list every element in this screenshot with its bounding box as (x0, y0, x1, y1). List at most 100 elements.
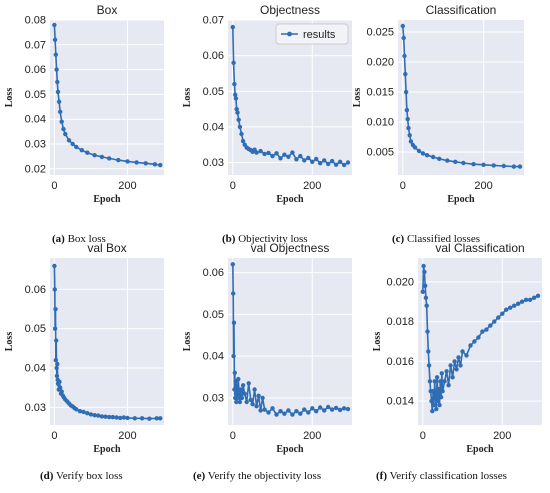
data-point (456, 355, 461, 360)
data-point (252, 387, 257, 392)
data-point (55, 79, 60, 85)
chart-1: 0.02 0.03 0.04 0.05 0.06 0.07 0.08 0 200 Box Epoch… (4, 3, 164, 205)
data-point (121, 415, 127, 420)
data-point (444, 369, 449, 374)
data-point (408, 139, 414, 144)
data-point (425, 329, 430, 334)
x-tick-label: 0 (400, 180, 406, 192)
data-point (318, 405, 323, 410)
data-point (52, 326, 58, 331)
data-point (329, 158, 335, 164)
data-point (92, 413, 97, 418)
data-point (54, 365, 59, 371)
data-point (54, 67, 59, 72)
data-point (460, 349, 465, 354)
data-point (290, 412, 295, 417)
data-point (54, 338, 59, 343)
y-tick-label: 0.07 (25, 39, 46, 51)
y-tick-label: 0.03 (203, 157, 224, 169)
data-point (484, 327, 489, 332)
data-point (310, 159, 315, 164)
data-point (250, 401, 255, 407)
x-axis-label: Epoch (276, 444, 304, 455)
data-point (236, 391, 242, 396)
data-point (322, 158, 327, 163)
data-point (53, 52, 58, 57)
data-point (258, 408, 263, 413)
data-point (125, 159, 130, 164)
x-tick-label: 0 (230, 180, 236, 192)
y-tick-label: 0.020 (386, 276, 414, 288)
data-point (152, 162, 158, 167)
data-point (85, 150, 90, 155)
caption-c-text: Classified losses (406, 233, 480, 245)
x-tick-label: 0 (420, 430, 426, 442)
data-point (432, 379, 437, 384)
data-point (158, 416, 163, 421)
data-point (237, 124, 243, 130)
data-point (446, 383, 451, 388)
data-point (527, 297, 533, 302)
caption-a-label: (a) (52, 233, 65, 245)
data-point (239, 131, 244, 137)
data-point (266, 150, 271, 156)
data-point (516, 301, 521, 306)
data-point (517, 164, 523, 169)
y-tick-label: 0.06 (203, 50, 224, 62)
data-point (314, 409, 319, 414)
data-point (437, 156, 442, 161)
data-point (244, 399, 249, 405)
data-point (52, 287, 57, 292)
x-tick-label: 200 (474, 180, 492, 192)
data-point (519, 299, 525, 304)
caption-d: (d) Verify box loss (40, 470, 123, 482)
data-point (238, 387, 243, 392)
data-point (461, 160, 466, 166)
data-point (57, 379, 62, 384)
data-point (70, 141, 75, 147)
x-tick-label: 200 (118, 430, 136, 442)
y-tick-label: 0.04 (25, 363, 46, 375)
plot-area (50, 20, 164, 175)
data-point (248, 397, 253, 403)
data-point (430, 389, 436, 394)
x-tick-label: 200 (118, 180, 136, 192)
data-point (404, 107, 410, 113)
data-point (405, 116, 410, 122)
data-point (88, 412, 94, 417)
y-axis-label: Loss (352, 88, 363, 108)
data-point (55, 89, 61, 95)
y-axis-label: Loss (372, 332, 383, 352)
data-point (430, 408, 435, 414)
data-point (504, 307, 509, 312)
data-point (92, 153, 97, 158)
data-point (55, 361, 60, 367)
data-point (56, 99, 62, 105)
data-point (132, 416, 137, 421)
y-tick-label: 0.025 (366, 27, 394, 39)
chart-6: 0.014 0.016 0.018 0.020 0 200 val Classificati… (372, 241, 542, 455)
data-point (270, 153, 275, 159)
x-tick-label: 200 (493, 430, 511, 442)
y-tick-label: 0.08 (25, 15, 46, 27)
data-point (481, 162, 486, 167)
data-point (496, 315, 501, 320)
y-tick-label: 0.03 (203, 392, 224, 404)
y-axis-label: Loss (4, 88, 15, 108)
data-point (314, 156, 319, 162)
data-point (154, 416, 159, 421)
data-point (282, 411, 287, 416)
y-tick-label: 0.05 (203, 309, 224, 321)
chart-4: 0.03 0.04 0.05 0.06 0 200 val Box Epoch Loss (4, 241, 164, 455)
data-point (453, 159, 458, 164)
data-point (501, 163, 506, 169)
data-point (61, 126, 66, 132)
data-point (434, 406, 439, 412)
data-point (437, 402, 442, 408)
data-point (59, 119, 64, 124)
caption-e-text: Verify the objectivity loss (207, 470, 322, 482)
data-point (254, 150, 259, 155)
chart-title: Classification (426, 3, 497, 17)
y-tick-label: 0.05 (25, 89, 46, 101)
